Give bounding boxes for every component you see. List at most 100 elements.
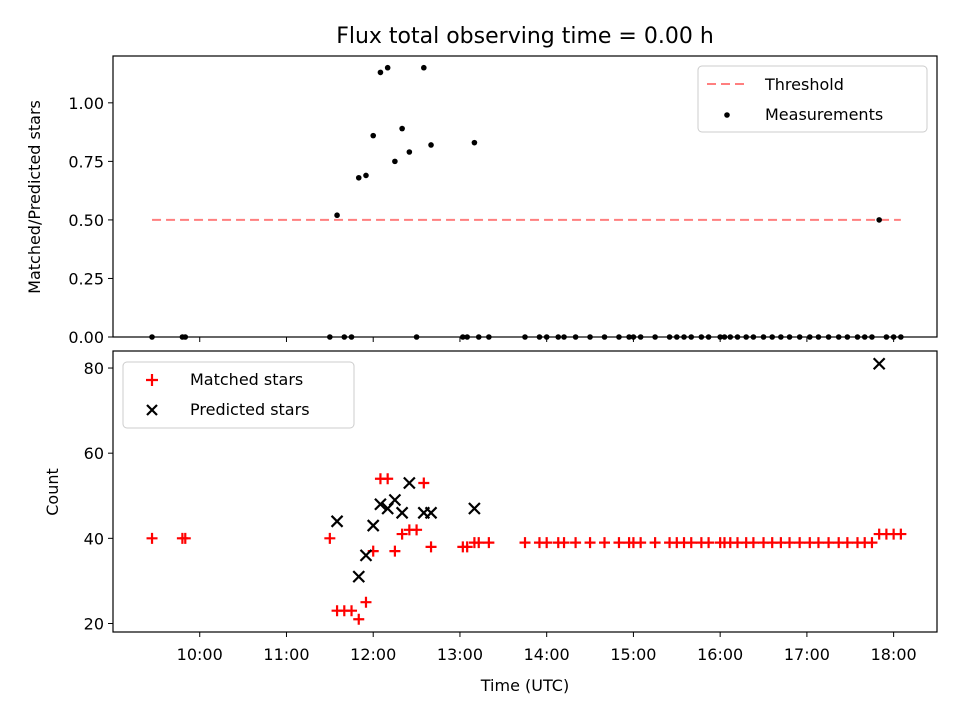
measurement-point bbox=[876, 217, 882, 223]
measurement-point bbox=[348, 334, 355, 340]
predicted-stars-series bbox=[330, 357, 886, 583]
matched-star-point bbox=[784, 537, 796, 549]
predicted-star-point bbox=[872, 357, 886, 371]
bottom-y-tick-label: 60 bbox=[84, 444, 104, 463]
measurement-point bbox=[536, 334, 543, 340]
measurement-point bbox=[384, 64, 391, 71]
measurement-point bbox=[355, 174, 362, 181]
measurement-point bbox=[413, 334, 420, 340]
matched-star-point bbox=[584, 537, 596, 549]
measurement-point bbox=[673, 334, 680, 340]
measurement-point bbox=[522, 334, 528, 340]
measurement-point bbox=[475, 334, 482, 340]
matched-star-point bbox=[895, 528, 907, 540]
measurement-point bbox=[555, 334, 562, 340]
bottom-legend: Matched stars Predicted stars bbox=[122, 361, 355, 429]
measurement-point bbox=[778, 334, 784, 340]
measurement-point bbox=[743, 334, 749, 340]
predicted-star-point bbox=[366, 519, 380, 532]
measurement-point bbox=[844, 334, 851, 340]
measurement-point bbox=[698, 334, 705, 340]
top-y-tick-label: 0.00 bbox=[68, 328, 104, 347]
measurement-point bbox=[392, 158, 398, 165]
measurement-point bbox=[616, 334, 622, 340]
predicted-star-point bbox=[424, 506, 438, 520]
measurement-point bbox=[681, 334, 687, 340]
bottom-x-tick-label: 13:00 bbox=[437, 645, 483, 664]
measurements-series bbox=[149, 64, 904, 340]
predicted-star-point bbox=[388, 493, 402, 507]
matched-star-point bbox=[396, 528, 408, 540]
bottom-y-ticks: 20 40 60 80 bbox=[84, 359, 113, 633]
predicted-star-point bbox=[352, 570, 366, 583]
predicted-star-point bbox=[330, 515, 344, 528]
measurement-point bbox=[561, 334, 567, 340]
bottom-x-tick-label: 16:00 bbox=[697, 645, 743, 664]
matched-star-point bbox=[146, 532, 158, 544]
bottom-x-tick-label: 15:00 bbox=[610, 645, 656, 664]
legend-threshold-label: Threshold bbox=[764, 75, 844, 94]
measurement-point bbox=[760, 334, 767, 340]
legend-measurements-marker bbox=[724, 112, 730, 118]
matched-star-point bbox=[411, 524, 423, 536]
bottom-x-tick-label: 17:00 bbox=[784, 645, 830, 664]
measurement-point bbox=[587, 334, 593, 340]
matched-star-point bbox=[179, 532, 191, 544]
matched-star-point bbox=[812, 537, 824, 549]
measurement-point bbox=[652, 334, 658, 340]
matched-star-point bbox=[473, 537, 485, 549]
matched-star-point bbox=[558, 537, 570, 549]
bottom-x-axis-label: Time (UTC) bbox=[480, 676, 569, 695]
bottom-x-ticks: 10:00 11:00 12:00 13:00 14:00 15:00 16:00 17:00… bbox=[177, 632, 917, 664]
top-chart-title: Flux total observing time = 0.00 h bbox=[336, 24, 714, 49]
measurement-point bbox=[806, 334, 813, 340]
bottom-x-tick-label: 18:00 bbox=[871, 645, 917, 664]
measurement-point bbox=[637, 334, 644, 340]
bottom-x-tick-label: 14:00 bbox=[524, 645, 570, 664]
bottom-x-tick-label: 12:00 bbox=[350, 645, 396, 664]
bottom-x-tick-label: 10:00 bbox=[177, 645, 223, 664]
legend-predicted-stars-marker bbox=[146, 404, 158, 416]
measurement-point bbox=[601, 334, 608, 340]
legend-measurements-label: Measurements bbox=[765, 105, 883, 124]
measurement-point bbox=[688, 334, 695, 340]
measurement-point bbox=[572, 334, 579, 340]
measurement-point bbox=[825, 334, 832, 340]
legend-matched-stars-marker bbox=[146, 374, 158, 386]
matched-star-point bbox=[461, 541, 473, 553]
measurement-point bbox=[486, 334, 492, 340]
top-y-tick-label: 0.50 bbox=[68, 211, 104, 230]
matched-star-point bbox=[703, 537, 715, 549]
measurement-point bbox=[727, 334, 734, 340]
measurement-point bbox=[327, 334, 333, 340]
measurement-point bbox=[399, 125, 405, 132]
measurement-point bbox=[406, 149, 413, 155]
measurement-point bbox=[898, 334, 904, 340]
measurement-point bbox=[796, 334, 803, 340]
predicted-star-point bbox=[403, 476, 416, 490]
matched-star-point bbox=[353, 613, 365, 625]
matched-star-point bbox=[866, 537, 878, 549]
matched-star-point bbox=[841, 537, 853, 549]
measurement-point bbox=[363, 172, 369, 179]
measurement-point bbox=[815, 334, 822, 340]
measurement-point bbox=[471, 139, 478, 146]
matched-star-point bbox=[324, 532, 336, 544]
top-y-tick-label: 0.25 bbox=[68, 269, 104, 288]
measurement-point bbox=[869, 334, 875, 340]
top-y-ticks: 0.00 0.25 0.50 0.75 1.00 bbox=[68, 94, 113, 347]
matched-star-point bbox=[599, 537, 611, 549]
predicted-star-point bbox=[359, 549, 373, 562]
predicted-star-point bbox=[468, 502, 481, 515]
top-y-tick-label: 0.75 bbox=[68, 152, 104, 171]
measurement-point bbox=[334, 212, 340, 219]
measurement-point bbox=[377, 69, 384, 76]
measurement-point bbox=[370, 132, 377, 139]
matched-star-point bbox=[382, 473, 394, 485]
measurement-point bbox=[428, 142, 434, 148]
measurement-point bbox=[182, 334, 189, 340]
measurement-point bbox=[854, 334, 861, 340]
legend-matched-stars-label: Matched stars bbox=[190, 370, 303, 389]
matched-star-point bbox=[649, 537, 661, 549]
